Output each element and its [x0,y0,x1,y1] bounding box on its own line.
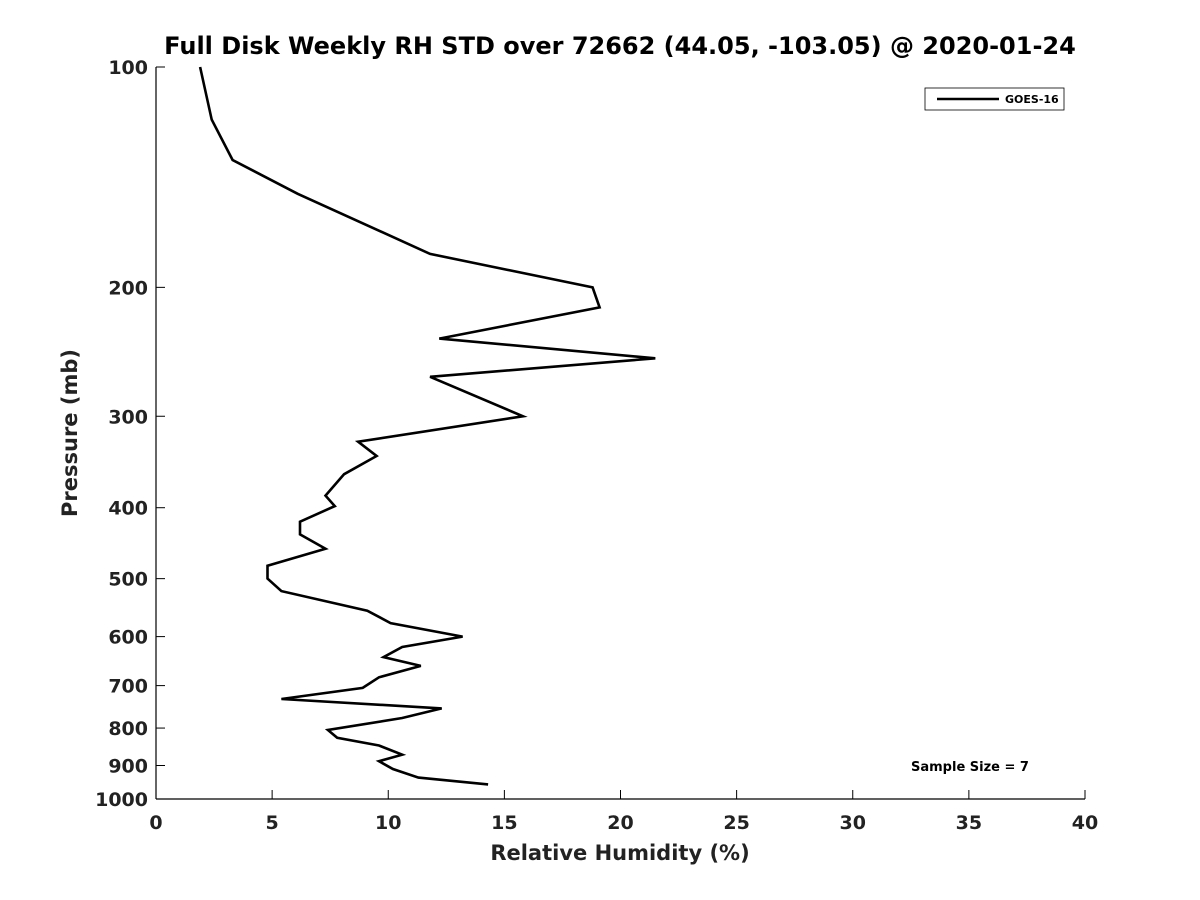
legend-entry-goes16: GOES-16 [1005,93,1059,106]
x-tick-label: 40 [1072,812,1098,834]
plot-frame [156,67,1085,799]
legend: GOES-16 [924,87,1065,111]
x-tick-label: 10 [375,812,401,834]
y-axis-label: Pressure (mb) [58,349,82,517]
y-tick-label: 400 [108,498,148,520]
y-axis-ticks: 100 200 300 400 500 600 700 800 900 1000 [95,57,165,811]
y-tick-label: 800 [108,718,148,740]
y-tick-label: 900 [108,756,148,778]
x-tick-label: 0 [149,812,162,834]
plot-area [198,66,656,786]
series-line-goes-16 [198,66,656,786]
y-tick-label: 200 [108,277,148,299]
y-tick-label: 100 [108,57,148,79]
x-axis-ticks: 0 5 10 15 20 25 30 35 40 [149,790,1098,834]
x-tick-label: 5 [266,812,279,834]
y-tick-label: 500 [108,569,148,591]
x-tick-label: 35 [956,812,982,834]
y-tick-label: 1000 [95,789,148,811]
x-axis-label: Relative Humidity (%) [490,841,749,865]
sample-size-annotation: Sample Size = 7 [911,760,1029,775]
y-tick-label: 700 [108,676,148,698]
x-tick-label: 15 [491,812,517,834]
x-tick-label: 25 [723,812,749,834]
x-tick-label: 30 [840,812,866,834]
chart-title: Full Disk Weekly RH STD over 72662 (44.0… [164,32,1076,60]
y-tick-label: 300 [108,406,148,428]
y-tick-label: 600 [108,627,148,649]
x-tick-label: 20 [607,812,633,834]
